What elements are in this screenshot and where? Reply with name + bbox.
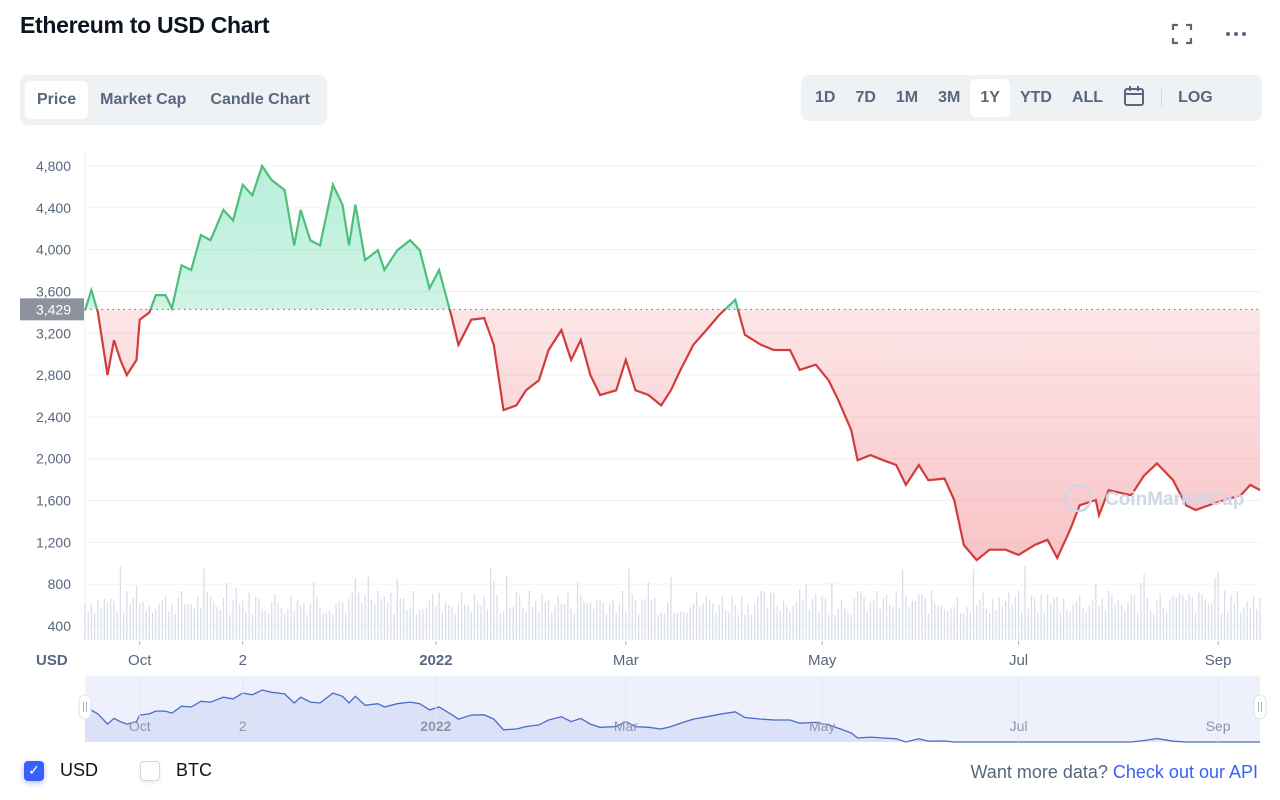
- navigator-tick-label: Mar: [614, 718, 638, 734]
- log-toggle[interactable]: LOG: [1178, 89, 1213, 106]
- y-tick-label: 4,800: [36, 158, 71, 174]
- btc-checkbox[interactable]: [140, 760, 161, 781]
- baseline-badge: [20, 298, 84, 321]
- watermark-logo-icon: [1063, 483, 1093, 513]
- tab-price[interactable]: Price: [25, 81, 89, 119]
- watermark: CoinMarketCap: [1105, 489, 1244, 510]
- navigator-tick-label: Oct: [129, 718, 151, 734]
- price-area-above: [85, 166, 738, 310]
- navigator-area: [85, 690, 1260, 742]
- x-tick-label: Mar: [613, 652, 639, 669]
- range-all[interactable]: ALL: [1071, 89, 1104, 106]
- chart-title: Ethereum to USD Chart: [20, 12, 270, 38]
- y-tick-label: 1,200: [36, 534, 71, 550]
- navigator-tick-label: 2022: [420, 718, 451, 734]
- range-1m[interactable]: 1M: [895, 89, 919, 106]
- tab-market-cap[interactable]: Market Cap: [100, 91, 187, 108]
- x-tick-label: Oct: [128, 652, 152, 669]
- navigator-tick-label: May: [809, 718, 835, 734]
- navigator-tick-label: Jul: [1010, 718, 1028, 734]
- y-tick-label: 4,400: [36, 200, 71, 216]
- y-tick-label: 800: [48, 576, 72, 592]
- grip-icon: [1258, 702, 1262, 712]
- y-tick-label: 2,400: [36, 409, 71, 425]
- price-line-down: [83, 309, 1261, 562]
- tab-candle-chart[interactable]: Candle Chart: [210, 91, 310, 108]
- y-tick-label: 2,000: [36, 451, 71, 467]
- currency-axis-label: USD: [36, 652, 68, 669]
- baseline-label: 3,429: [36, 301, 71, 317]
- price-line-up: [84, 163, 740, 310]
- usd-checkbox[interactable]: ✓: [24, 760, 44, 781]
- range-7d[interactable]: 7D: [855, 89, 876, 106]
- api-promo: Want more data? Check out our API: [970, 762, 1258, 783]
- navigator-tick-label: 2: [239, 718, 247, 734]
- usd-label: USD: [60, 760, 99, 780]
- y-tick-label: 400: [48, 618, 72, 634]
- x-tick-label: Jul: [1009, 652, 1028, 669]
- y-tick-label: 3,600: [36, 283, 71, 299]
- time-range-selector: 1D 7D 1M 3M 1Y YTD ALL LOG: [801, 75, 1262, 121]
- price-chart[interactable]: 4,800 4,400 4,000 3,600 3,200 2,800 2,400 2,000…: [0, 0, 1280, 760]
- api-promo-text: Want more data?: [970, 762, 1108, 782]
- price-area-below: [85, 309, 1260, 561]
- btc-label: BTC: [176, 760, 213, 780]
- range-ytd[interactable]: YTD: [1019, 89, 1052, 106]
- range-1y[interactable]: 1Y: [970, 79, 1010, 117]
- x-tick-label: Sep: [1205, 652, 1232, 669]
- fullscreen-icon[interactable]: [1170, 22, 1194, 46]
- y-tick-label: 1,600: [36, 493, 71, 509]
- calendar-icon[interactable]: [1113, 77, 1155, 120]
- x-tick-label: 2: [239, 652, 247, 669]
- navigator-handle-right[interactable]: [1253, 694, 1267, 720]
- range-3m[interactable]: 3M: [938, 89, 961, 106]
- api-link[interactable]: Check out our API: [1112, 762, 1258, 782]
- x-tick-label: May: [808, 652, 837, 669]
- navigator-handle-left[interactable]: [78, 694, 92, 720]
- range-1d[interactable]: 1D: [815, 89, 836, 106]
- chart-type-tabs: Price Market Cap Candle Chart: [20, 75, 327, 125]
- navigator-tick-label: Sep: [1206, 718, 1231, 734]
- currency-legend: ✓ USD BTC: [24, 760, 212, 781]
- divider: [1161, 89, 1163, 107]
- y-tick-label: 3,200: [36, 325, 71, 341]
- more-horizontal-icon[interactable]: [1224, 22, 1248, 46]
- grip-icon: [83, 702, 87, 712]
- y-tick-label: 4,000: [36, 242, 71, 258]
- y-tick-label: 2,800: [36, 367, 71, 383]
- navigator-line: [84, 689, 1260, 743]
- x-tick-label: 2022: [419, 652, 452, 669]
